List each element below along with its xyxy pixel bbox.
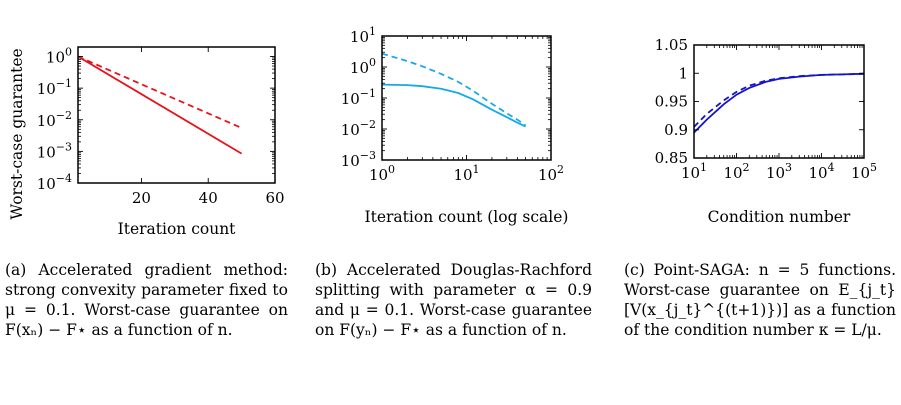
y-tick-label: 10−4 (37, 172, 72, 193)
x-axis-label: Condition number (708, 208, 851, 226)
x-tick-label: 105 (851, 161, 877, 182)
series-solid-line (693, 72, 865, 134)
plot-frame (693, 44, 865, 159)
series-dashed-line (693, 72, 865, 128)
x-tick-label: 60 (265, 189, 284, 207)
y-tick-label: 0.95 (655, 93, 688, 111)
caption-c: (c) Point-SAGA: n = 5 functions. Worst-c… (624, 261, 896, 339)
y-tick-label: 10−1 (37, 77, 72, 98)
shared-y-axis-label: Worst-case guarantee (8, 48, 26, 219)
plot-frame (381, 35, 552, 161)
y-tick-label: 10−3 (341, 149, 376, 170)
y-tick-label: 100 (46, 46, 72, 67)
chart-b: 100 101 102 101 100 10−1 10−2 10−3 Iteration cou… (341, 25, 569, 226)
x-tick-label: 102 (723, 161, 749, 182)
x-tick-label: 100 (369, 163, 395, 184)
y-tick-label: 101 (350, 25, 376, 46)
y-tick-label: 0.9 (664, 121, 688, 139)
chart-a: 20 40 60 100 10−1 10−2 10−3 10−4 Iteration count (37, 46, 285, 238)
series-solid-line (77, 55, 243, 155)
x-tick-label: 102 (538, 163, 564, 184)
y-tick-label: 10−2 (341, 118, 376, 139)
x-tick-label: 20 (132, 189, 151, 207)
x-tick-label: 40 (199, 189, 218, 207)
x-tick-label: 104 (808, 161, 834, 182)
series-solid-line (381, 83, 526, 128)
series-dashed-line (77, 55, 242, 129)
x-tick-label: 101 (453, 163, 479, 184)
x-axis-label: Iteration count (118, 220, 237, 238)
y-tick-label: 100 (350, 56, 376, 77)
plot-frame (77, 46, 276, 184)
y-tick-label: 1 (678, 64, 688, 82)
series-dashed-line (381, 52, 527, 127)
caption-a: (a) Accelerated gradient method: strong … (5, 261, 288, 339)
x-axis-label: Iteration count (log scale) (365, 208, 569, 226)
chart-c: 101 102 103 104 105 1.05 1 0.95 0.9 0.85 Condition… (655, 36, 877, 226)
x-tick-label: 103 (766, 161, 792, 182)
y-tick-label: 10−2 (37, 109, 72, 130)
y-tick-label: 10−3 (37, 140, 72, 161)
x-tick-label: 101 (681, 161, 707, 182)
y-tick-label: 10−1 (341, 87, 376, 108)
y-tick-label: 1.05 (655, 36, 688, 54)
y-tick-label: 0.85 (655, 149, 688, 167)
caption-b: (b) Accelerated Douglas-Rachford splitti… (315, 261, 592, 339)
